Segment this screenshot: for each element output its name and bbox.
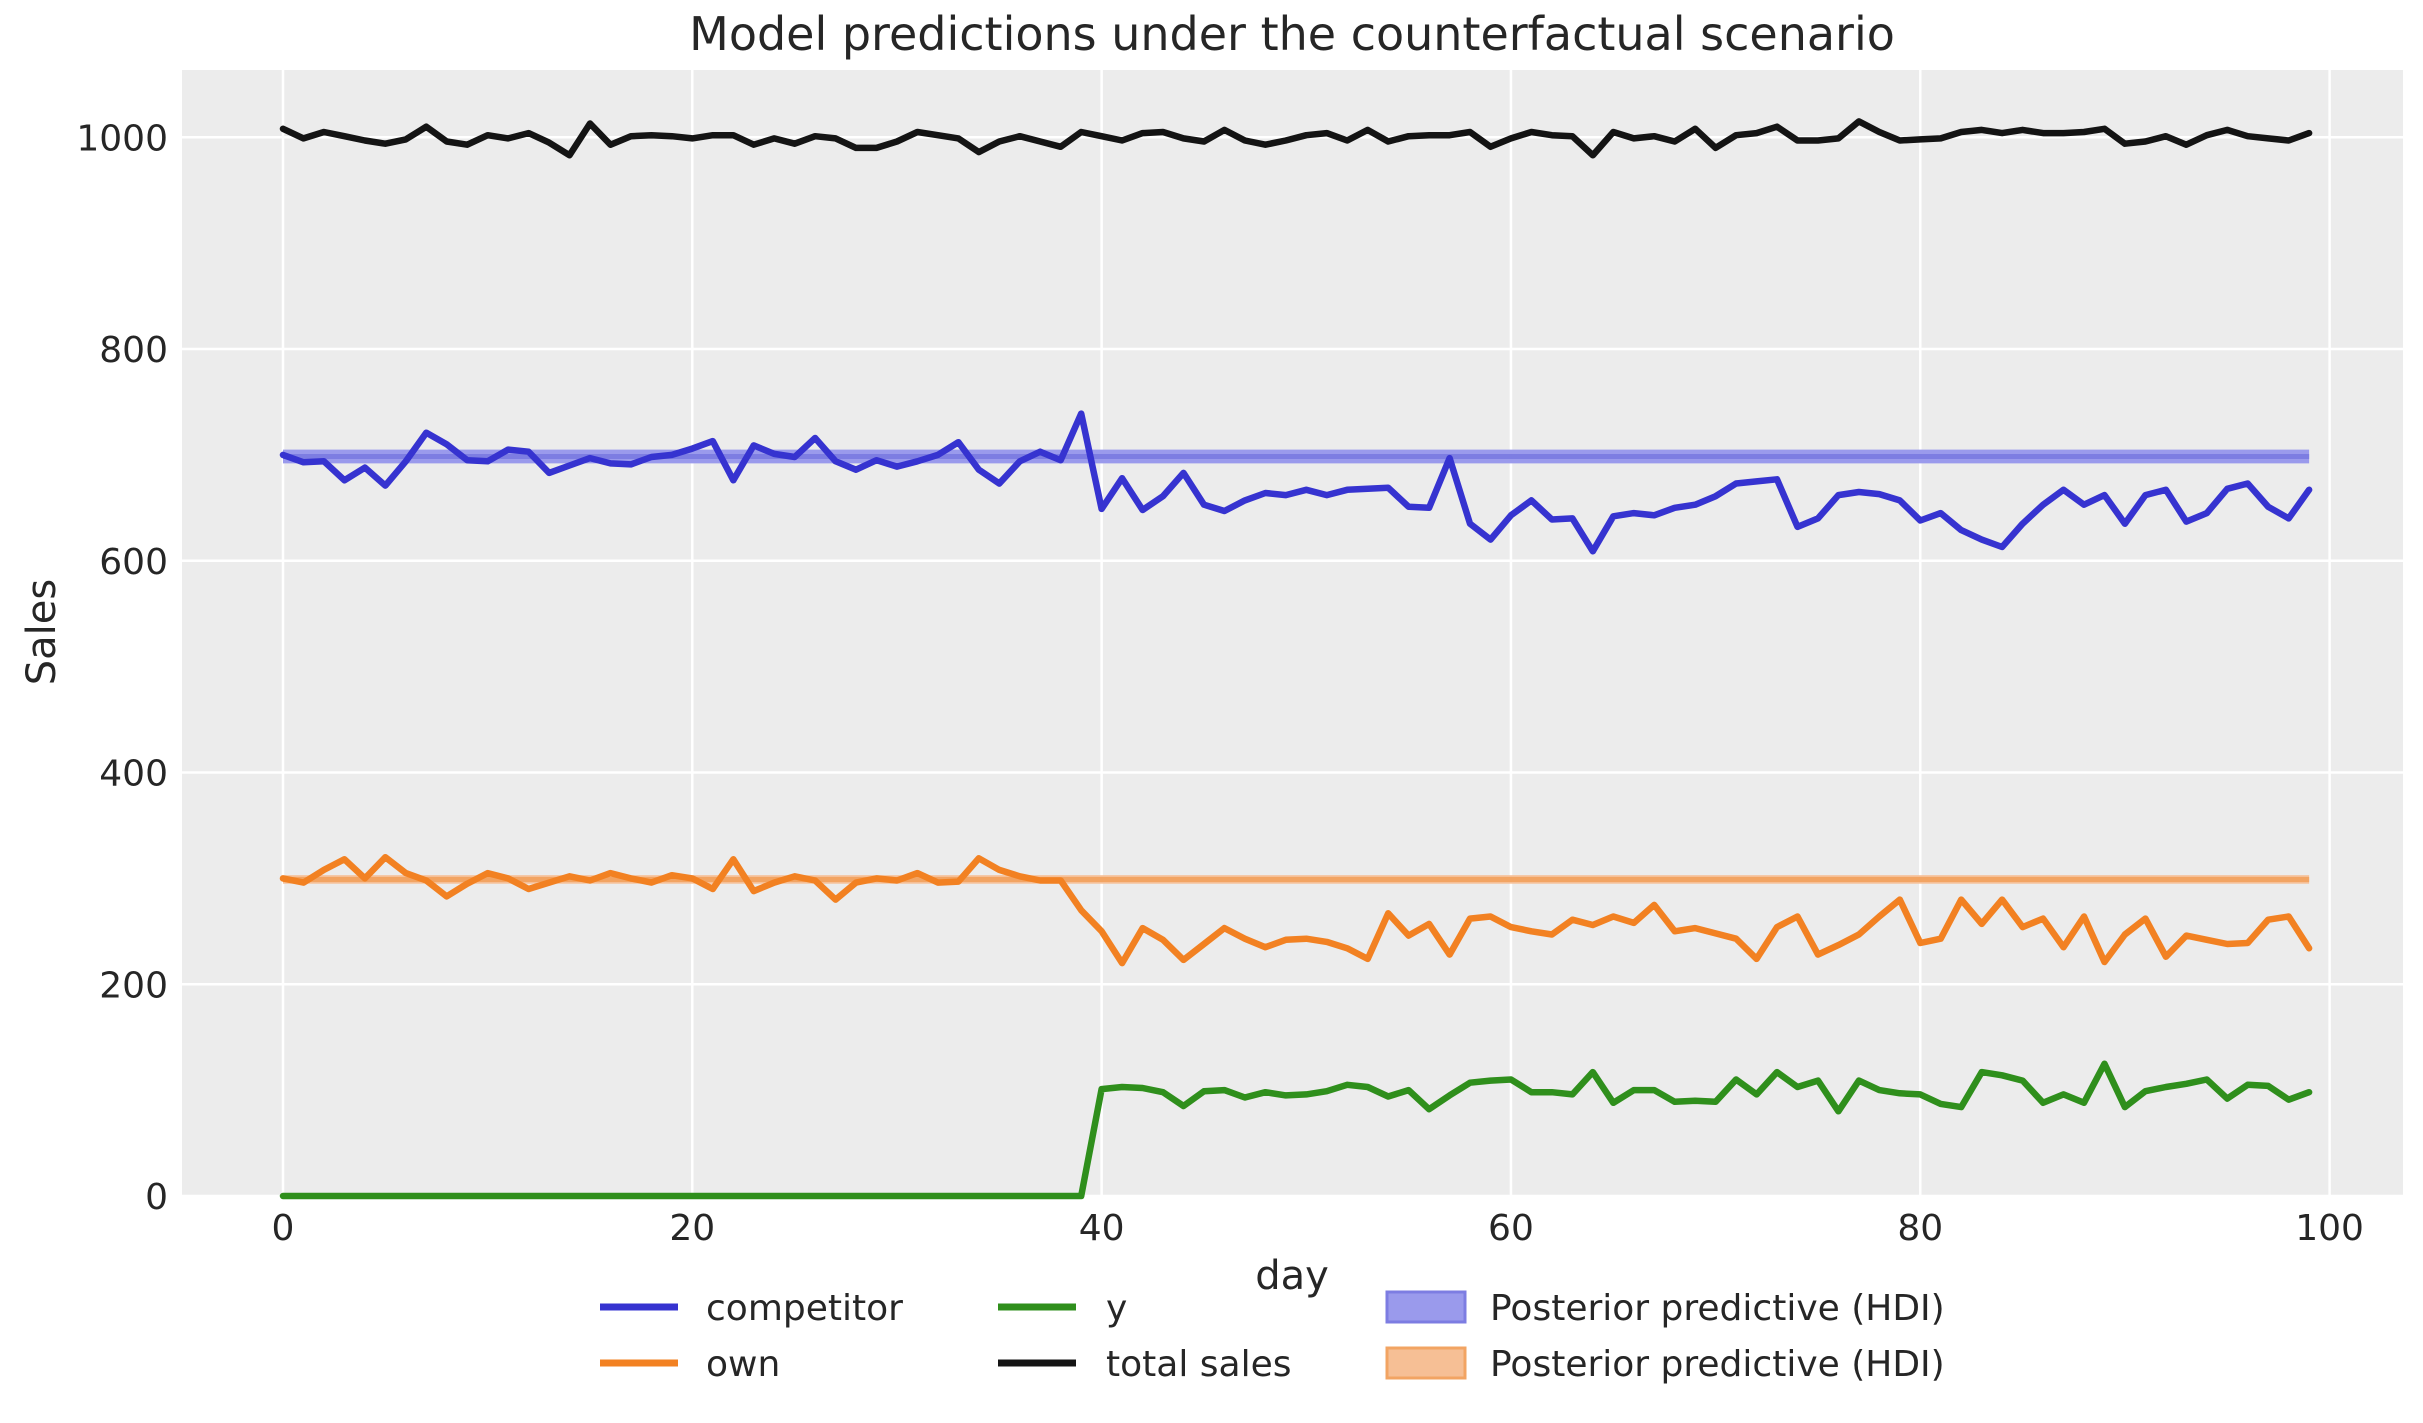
series-total-sales — [279, 118, 2313, 159]
legend-label-total_sales: total sales — [1106, 1344, 1291, 1385]
legend: competitor y Posterior predictive (HDI) own… — [600, 1288, 1945, 1385]
y-tick-label-200: 200 — [99, 965, 168, 1006]
x-tick-label-80: 80 — [1897, 1208, 1943, 1249]
y-tick-label-600: 600 — [99, 542, 168, 583]
data-series — [279, 118, 2313, 1200]
series-own — [279, 853, 2313, 967]
legend-swatch-hdi_orange — [1385, 1346, 1467, 1380]
plot-area — [182, 70, 2403, 1195]
series-competitor — [279, 410, 2313, 555]
legend-swatch-hdi_blue — [1385, 1290, 1467, 1324]
legend-label-competitor: competitor — [706, 1288, 903, 1329]
y-axis-label: Sales — [19, 579, 65, 685]
y-tick-label-1000: 1000 — [76, 118, 168, 159]
x-tick-label-40: 40 — [1079, 1208, 1125, 1249]
x-axis-label: day — [1255, 1253, 1329, 1299]
y-tick-label-800: 800 — [99, 330, 168, 371]
x-tick-label-0: 0 — [272, 1208, 295, 1249]
legend-label-hdi_orange: Posterior predictive (HDI) — [1490, 1344, 1945, 1385]
x-tick-label-60: 60 — [1488, 1208, 1534, 1249]
series-y — [279, 1060, 2313, 1200]
y-tick-label-0: 0 — [145, 1177, 168, 1218]
y-tick-label-400: 400 — [99, 754, 168, 795]
x-tick-label-100: 100 — [2295, 1208, 2364, 1249]
legend-label-hdi_blue: Posterior predictive (HDI) — [1490, 1288, 1945, 1329]
x-tick-label-20: 20 — [669, 1208, 715, 1249]
legend-label-own: own — [706, 1344, 780, 1385]
chart-title: Model predictions under the counterfactu… — [689, 7, 1895, 61]
legend-label-y: y — [1106, 1288, 1127, 1329]
